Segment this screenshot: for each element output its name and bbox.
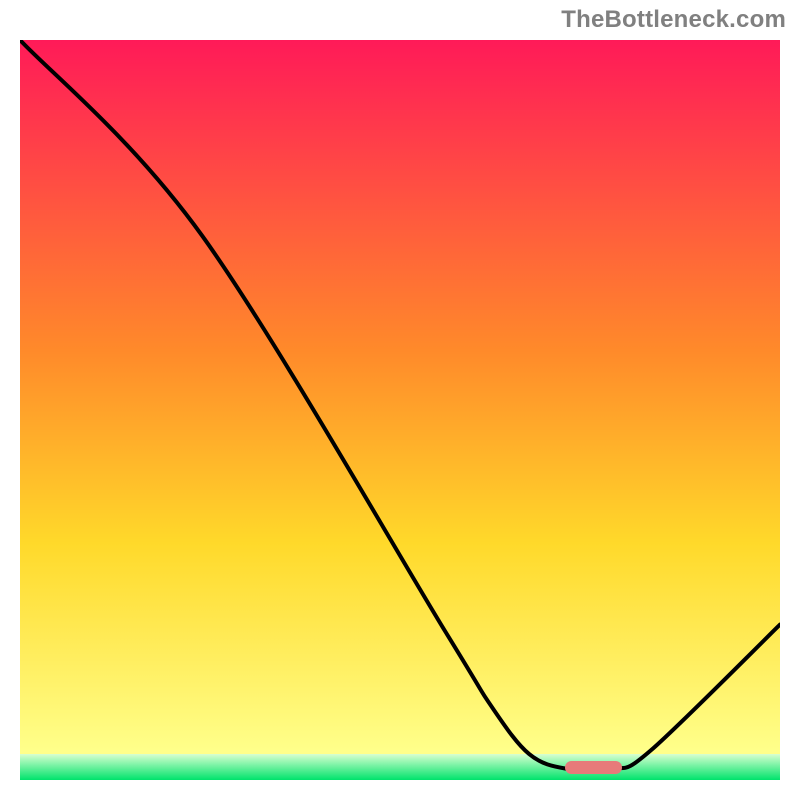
plot-area <box>20 40 780 780</box>
bottleneck-curve <box>20 40 780 771</box>
chart-root: TheBottleneck.com <box>0 0 800 800</box>
optimal-marker <box>565 761 622 774</box>
curve-svg <box>20 40 780 780</box>
watermark-text: TheBottleneck.com <box>561 6 786 34</box>
